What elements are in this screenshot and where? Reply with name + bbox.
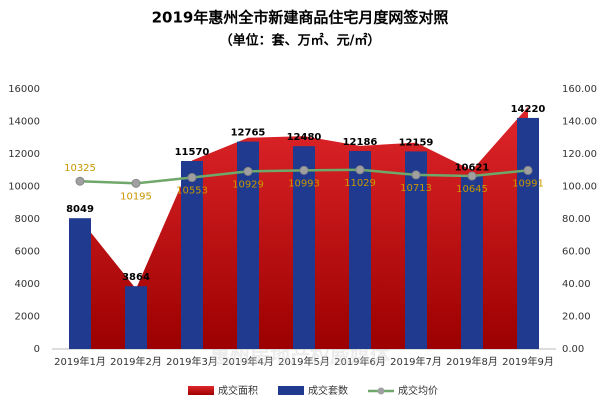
x-tick-label: 2019年7月 [390, 355, 442, 368]
bar [293, 146, 315, 349]
line-point [467, 171, 477, 181]
line-point [187, 173, 197, 183]
y-tick-label: 4000 [15, 279, 40, 290]
y2-tick-label: 0.00 [562, 344, 584, 355]
x-tick-label: 2019年1月 [54, 355, 106, 368]
bar-label: 12186 [343, 137, 378, 148]
line-point [299, 165, 309, 175]
y-tick-label: 10000 [8, 182, 40, 193]
line-point [523, 165, 533, 175]
bar-label: 10621 [455, 162, 490, 173]
x-tick-label: 2019年9月 [502, 355, 554, 368]
bar-label: 8049 [66, 204, 94, 215]
y2-tick-label: 60.00 [562, 247, 591, 258]
legend-label: 成交均价 [398, 384, 438, 397]
legend-swatch [377, 387, 385, 395]
y-tick-label: 6000 [15, 247, 40, 258]
bar [461, 176, 483, 349]
y-tick-label: 2000 [15, 312, 40, 323]
line-label: 10553 [176, 186, 208, 197]
y-tick-label: 0 [34, 344, 40, 355]
line-label: 11029 [344, 178, 376, 189]
chart-subtitle: （单位：套、万㎡、元/㎡） [220, 33, 381, 49]
line-label: 10645 [456, 184, 488, 195]
line-point [355, 165, 365, 175]
y2-tick-label: 40.00 [562, 279, 591, 290]
bar [349, 150, 371, 349]
line-label: 10325 [64, 163, 96, 174]
line-label: 10991 [512, 178, 544, 189]
bar [517, 117, 539, 349]
y2-tick-label: 100.00 [562, 182, 597, 193]
x-tick-label: 2019年6月 [334, 355, 386, 368]
x-tick-label: 2019年3月 [166, 355, 218, 368]
bar-label: 3864 [122, 272, 150, 283]
line-point [411, 170, 421, 180]
x-tick-label: 2019年8月 [446, 355, 498, 368]
line-label: 10713 [400, 183, 432, 194]
bar [181, 160, 203, 349]
y2-tick-label: 120.00 [562, 149, 597, 160]
legend-swatch [188, 386, 214, 395]
bar-label: 12765 [231, 128, 266, 139]
y2-tick-label: 160.00 [562, 84, 597, 95]
chart-title: 2019年惠州全市新建商品住宅月度网签对照 [152, 9, 449, 27]
y2-tick-label: 20.00 [562, 312, 591, 323]
y-tick-label: 14000 [8, 117, 40, 128]
x-tick-label: 2019年4月 [222, 355, 274, 368]
bar-label: 12480 [287, 132, 322, 143]
line-point [75, 176, 85, 186]
legend-label: 成交套数 [308, 384, 348, 397]
line-point [131, 178, 141, 188]
bar-label: 11570 [175, 147, 210, 158]
y-tick-label: 16000 [8, 84, 40, 95]
bar-label: 12159 [399, 137, 434, 148]
line-label: 10993 [288, 178, 320, 189]
y-tick-label: 12000 [8, 149, 40, 160]
bar [237, 141, 259, 349]
bar [405, 151, 427, 349]
y2-tick-label: 80.00 [562, 214, 591, 225]
line-point [243, 166, 253, 176]
x-tick-label: 2019年5月 [278, 355, 330, 368]
bar-label: 14220 [511, 104, 546, 115]
bar [69, 218, 91, 349]
x-tick-label: 2019年2月 [110, 355, 162, 368]
y2-tick-label: 140.00 [562, 117, 597, 128]
y-tick-label: 8000 [15, 214, 40, 225]
legend-swatch [278, 386, 304, 395]
legend-label: 成交面积 [218, 384, 258, 397]
line-label: 10195 [120, 191, 152, 202]
line-label: 10929 [232, 179, 264, 190]
bar [125, 286, 147, 349]
